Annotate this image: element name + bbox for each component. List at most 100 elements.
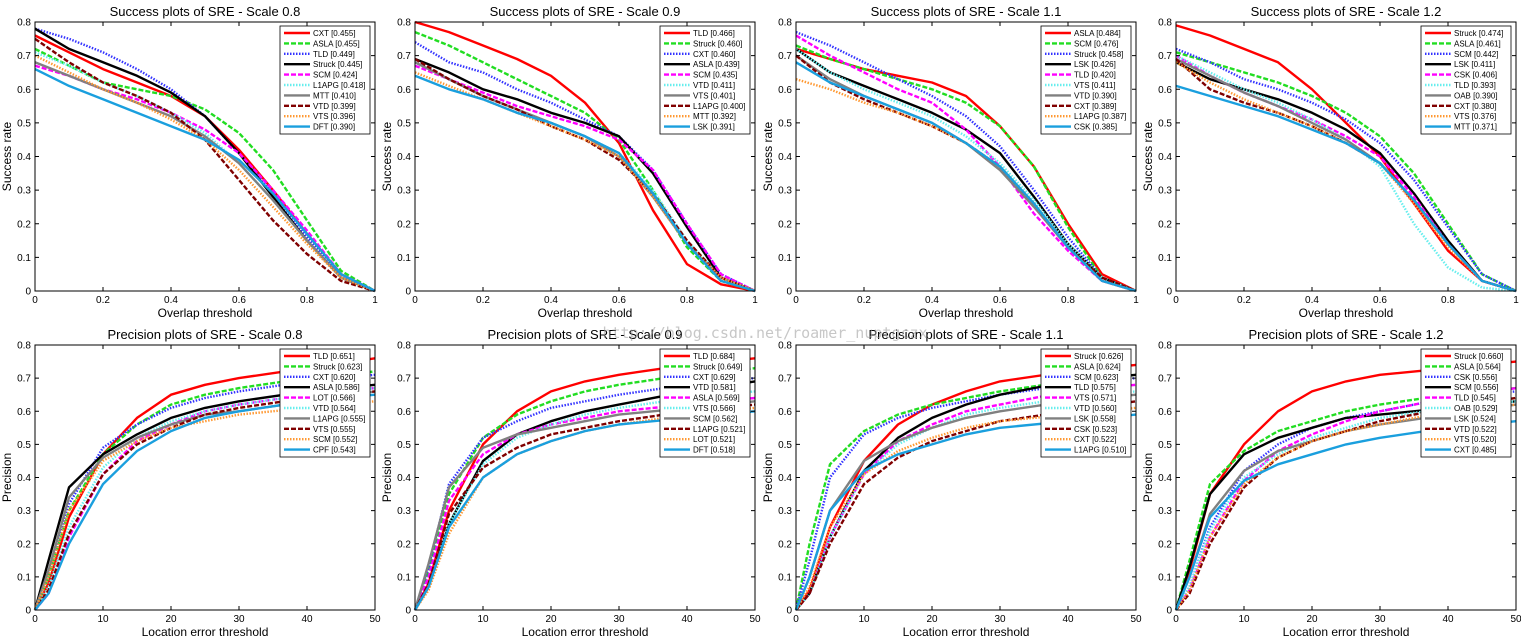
y-axis-label: Success rate <box>380 121 394 191</box>
y-axis-label: Success rate <box>761 121 775 191</box>
legend-entry: ASLA [0.564] <box>1454 362 1501 371</box>
y-tick-label: 0.6 <box>17 85 31 96</box>
y-tick-label: 0.5 <box>778 118 792 129</box>
legend: Struck [0.474]ASLA [0.461] SCM [0.442]LSK… <box>1420 25 1512 135</box>
legend-entry: LOT [0.521] <box>693 435 735 444</box>
y-tick-label: 0.2 <box>17 539 31 550</box>
series-line <box>1175 84 1517 293</box>
legend-entry: LSK [0.558] <box>1074 414 1116 423</box>
y-tick-label: 0.2 <box>1158 219 1172 230</box>
legend-entry: TLD [0.393] <box>1454 81 1496 90</box>
y-tick-label: 0 <box>25 287 31 298</box>
x-tick-label: 0.8 <box>1441 295 1455 306</box>
legend-entry: LSK [0.411] <box>1454 60 1495 69</box>
legend-entry: TLD [0.449] <box>313 50 355 59</box>
legend-entry: OAB [0.390] <box>1454 91 1498 100</box>
legend: TLD [0.684]Struck [0.649] CXT [0.629]VTD … <box>659 348 751 458</box>
series-line <box>1175 396 1517 611</box>
y-tick-label: 0.4 <box>397 473 411 484</box>
legend: ASLA [0.484]SCM [0.476] Struck [0.458]LSK… <box>1040 25 1132 135</box>
x-tick-label: 30 <box>233 614 245 625</box>
y-tick-label: 0.3 <box>397 506 411 517</box>
series-line <box>414 30 756 293</box>
legend-entry: SCM [0.424] <box>313 71 357 80</box>
y-tick-label: 0.5 <box>397 118 411 129</box>
legend-entry: Struck [0.623] <box>313 362 362 371</box>
series-line <box>413 396 756 611</box>
legend-entry: VTD [0.581] <box>693 383 736 392</box>
x-axis-label: Overlap threshold <box>1299 306 1394 320</box>
y-tick-label: 0.3 <box>17 506 31 517</box>
x-tick-label: 0.4 <box>544 295 558 306</box>
legend-entry: MTT [0.410] <box>313 91 356 100</box>
legend: CXT [0.455]ASLA [0.455] TLD [0.449]Struck… <box>279 25 371 135</box>
series-line <box>33 400 376 611</box>
legend-entry: L1APG [0.400] <box>693 102 745 111</box>
legend-entry: ASLA [0.461] <box>1454 39 1501 48</box>
chart-panel: Precision plots of SRE - Scale 0.8 0 10 20 3… <box>0 327 381 639</box>
series-line <box>1175 24 1517 293</box>
chart-panel: Success plots of SRE - Scale 0.8 0 0.2 0.4 0… <box>0 4 378 320</box>
chart-panels: Success plots of SRE - Scale 0.8 0 0.2 0.4 0… <box>0 4 1521 639</box>
legend-entry: ASLA [0.455] <box>313 39 360 48</box>
y-axis-label: Precision <box>0 453 14 502</box>
y-tick-label: 0 <box>1166 606 1172 617</box>
x-tick-label: 50 <box>369 614 381 625</box>
legend-entry: DFT [0.518] <box>693 446 735 455</box>
series-line <box>33 373 376 611</box>
y-tick-label: 0.4 <box>1158 152 1172 163</box>
legend-entry: TLD [0.420] <box>1074 71 1116 80</box>
series-line <box>413 410 756 611</box>
y-tick-label: 0.7 <box>397 51 411 62</box>
legend-entry: CSK [0.406] <box>1454 71 1497 80</box>
y-tick-label: 0.4 <box>17 473 31 484</box>
series-line <box>34 68 376 293</box>
chart-title: Precision plots of SRE - Scale 1.1 <box>868 327 1063 342</box>
legend-entry: VTS [0.396] <box>313 112 355 121</box>
legend-entry: ASLA [0.624] <box>1074 362 1121 371</box>
series-line <box>794 373 1137 611</box>
x-tick-label: 0 <box>793 614 799 625</box>
y-tick-label: 0.6 <box>397 407 411 418</box>
legend-entry: CXT [0.629] <box>693 373 736 382</box>
x-tick-label: 1 <box>372 295 378 306</box>
x-axis-label: Overlap threshold <box>158 306 253 320</box>
y-tick-label: 0.2 <box>778 539 792 550</box>
y-axis-label: Precision <box>380 453 394 502</box>
series-line <box>795 34 1137 293</box>
legend-entry: VTD [0.390] <box>1074 91 1117 100</box>
y-axis-label: Success rate <box>0 121 14 191</box>
legend-entry: LOT [0.566] <box>313 394 355 403</box>
x-tick-label: 30 <box>994 614 1006 625</box>
legend: TLD [0.466]Struck [0.460] CXT [0.460]ASLA… <box>659 25 751 135</box>
legend-entry: TLD [0.575] <box>1074 383 1116 392</box>
y-tick-label: 0.4 <box>778 152 792 163</box>
legend-entry: SCM [0.562] <box>693 414 737 423</box>
legend-entry: ASLA [0.586] <box>313 383 360 392</box>
chart-panel: Precision plots of SRE - Scale 0.9 0 10 20 3… <box>380 327 761 639</box>
y-tick-label: 0.5 <box>17 440 31 451</box>
x-tick-label: 30 <box>613 614 625 625</box>
x-tick-label: 10 <box>97 614 109 625</box>
y-tick-label: 0.2 <box>397 539 411 550</box>
legend-entry: VTS [0.376] <box>1454 112 1496 121</box>
y-tick-label: 0.8 <box>1158 18 1172 29</box>
legend-entry: CXT [0.455] <box>313 29 356 38</box>
series-line <box>1174 386 1517 611</box>
y-tick-label: 0.1 <box>778 572 792 583</box>
legend-entry: VTD [0.399] <box>313 102 356 111</box>
series-line <box>1175 47 1517 293</box>
y-tick-label: 0.3 <box>1158 506 1172 517</box>
y-tick-label: 0 <box>786 606 792 617</box>
legend-entry: CPF [0.543] <box>313 446 356 455</box>
legend-entry: VTS [0.401] <box>693 91 735 100</box>
x-tick-label: 0.4 <box>925 295 939 306</box>
series-line <box>414 57 756 293</box>
legend-entry: L1APG [0.418] <box>313 81 365 90</box>
series-line <box>795 61 1137 293</box>
y-tick-label: 0.6 <box>1158 407 1172 418</box>
x-tick-label: 0.8 <box>680 295 694 306</box>
x-tick-label: 0.6 <box>993 295 1007 306</box>
y-tick-label: 0.5 <box>1158 440 1172 451</box>
y-tick-label: 0.4 <box>778 473 792 484</box>
